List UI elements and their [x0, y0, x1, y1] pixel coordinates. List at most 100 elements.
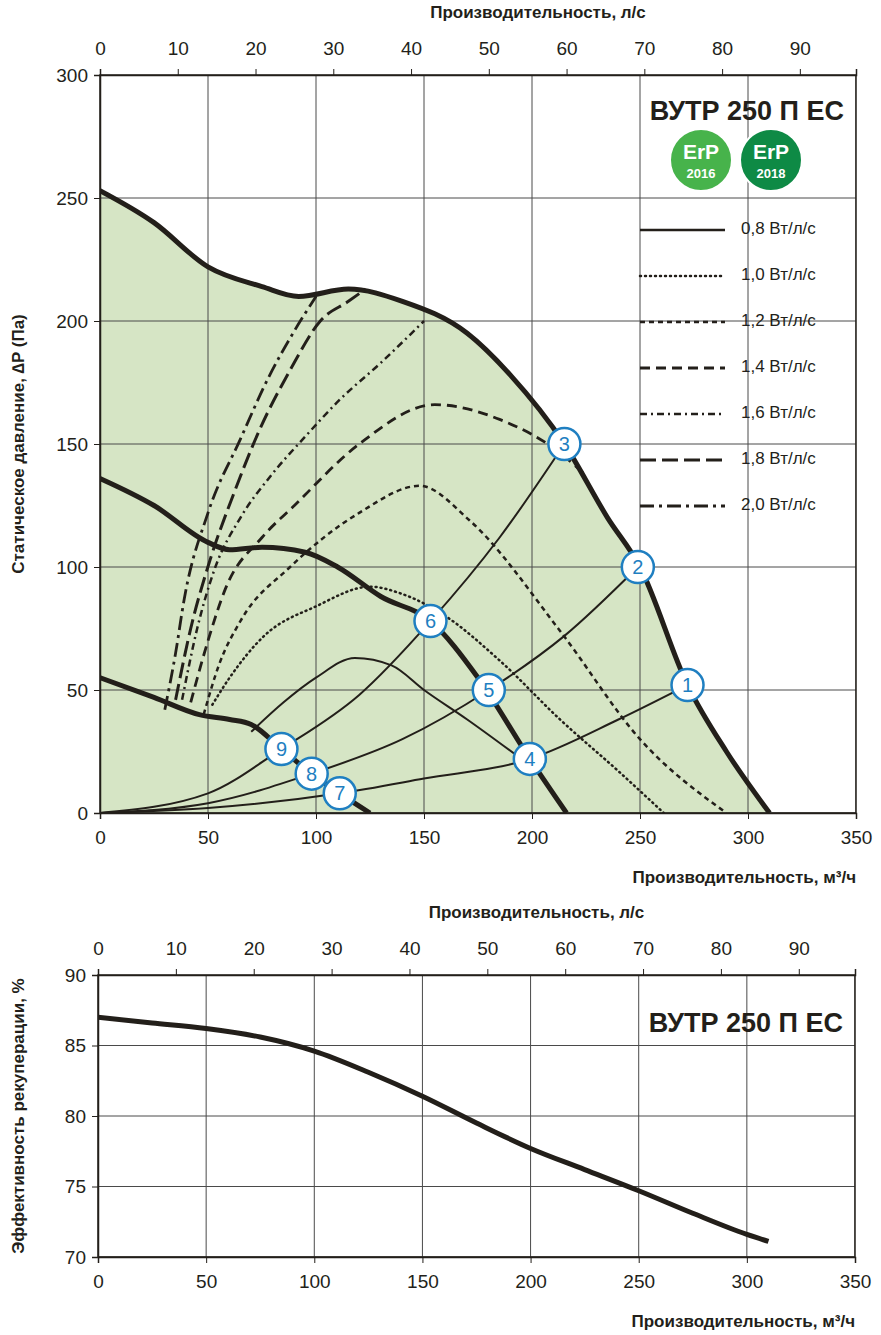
x2-tick: 60	[555, 938, 576, 975]
legend-item: 1,0 Вт/л/с	[640, 265, 816, 284]
x2-tick-mark	[489, 69, 490, 75]
x2-tick-label: 40	[401, 38, 422, 59]
x-axis-line	[101, 814, 857, 820]
legend-swatch	[640, 229, 725, 232]
chart-title: ВУТР 250 П ЕС	[650, 96, 844, 126]
y-tick-mark	[92, 975, 98, 976]
y-tick-label: 80	[65, 1106, 86, 1127]
operating-point: 4	[514, 743, 546, 775]
plot-background	[100, 75, 856, 813]
x-tick-label: 350	[841, 827, 873, 848]
y-axis-line	[92, 976, 99, 1258]
x-tick: 100	[299, 1257, 331, 1292]
y-tick-mark	[94, 690, 100, 691]
x2-tick: 50	[479, 38, 500, 75]
chart: 0501001502002503003500501001502002503000…	[9, 3, 872, 887]
x2-tick: 40	[399, 938, 420, 975]
plot-marks	[98, 975, 855, 1257]
series-line	[176, 289, 366, 700]
x-tick-mark	[208, 813, 209, 819]
plot-marks	[100, 75, 856, 813]
x-tick-mark	[855, 1257, 856, 1263]
x2-tick-mark	[411, 69, 412, 75]
x2-tick-mark	[176, 969, 177, 975]
y-tick-label: 85	[65, 1035, 86, 1056]
x-tick-label: 0	[93, 1271, 104, 1292]
y-tick-mark	[94, 444, 100, 445]
x2-tick-mark	[409, 969, 410, 975]
x2-tick-mark	[98, 969, 99, 975]
x-tick-label: 200	[517, 827, 549, 848]
x2-tick-label: 20	[244, 938, 265, 959]
x2-tick-label: 60	[555, 938, 576, 959]
x2-tick-label: 60	[557, 38, 578, 59]
x-tick-label: 250	[623, 1271, 655, 1292]
legend-swatch	[640, 459, 725, 462]
x-tick: 250	[625, 813, 657, 848]
x-tick-label: 100	[299, 1271, 331, 1292]
x2-tick-mark	[721, 969, 722, 975]
x2-tick-mark	[643, 969, 644, 975]
x2-axis-title: Производительность, л/с	[429, 903, 645, 922]
legend-item: 1,4 Вт/л/с	[640, 357, 816, 376]
x-tick-label: 350	[840, 1271, 872, 1292]
operating-point-marker	[265, 733, 297, 765]
x2-tick-label: 50	[479, 38, 500, 59]
x-tick: 350	[840, 1257, 872, 1292]
x2-tick-mark	[100, 69, 101, 75]
y-tick: 70	[65, 1247, 98, 1268]
legend-item: 2,0 Вт/л/с	[640, 495, 816, 514]
y-tick-mark	[94, 813, 100, 814]
y-tick-mark	[92, 1116, 98, 1117]
x-tick: 50	[198, 813, 219, 848]
grid-line-y	[100, 198, 856, 199]
x2-tick-label: 80	[711, 938, 732, 959]
series-line	[100, 567, 638, 813]
y-tick: 250	[56, 188, 100, 209]
legend-label: 1,6 Вт/л/с	[741, 403, 816, 422]
x2-axis: 0102030405060708090	[93, 938, 855, 976]
plot-frame	[98, 975, 855, 1257]
badge-year: 2016	[687, 166, 716, 181]
x2-tick-label: 70	[634, 38, 655, 59]
y-tick-mark	[94, 198, 100, 199]
y-tick-label: 200	[56, 311, 88, 332]
x-tick-label: 300	[732, 1271, 764, 1292]
x2-tick-mark	[800, 69, 801, 75]
series-line	[100, 685, 688, 813]
x2-tick: 20	[244, 938, 265, 975]
y-tick: 80	[65, 1106, 98, 1127]
legend-swatch	[640, 505, 725, 508]
operating-point-marker	[296, 758, 328, 790]
grid-line-y	[100, 444, 856, 445]
x2-tick: 80	[712, 38, 733, 75]
x2-tick-label: 70	[633, 938, 654, 959]
operating-point-label: 6	[425, 610, 436, 632]
x2-tick-label: 0	[93, 938, 104, 959]
legend-label: 1,8 Вт/л/с	[741, 449, 816, 468]
y-tick: 50	[67, 680, 100, 701]
operating-point-marker	[324, 777, 356, 809]
operating-point-label: 5	[483, 679, 494, 701]
operating-point-marker	[622, 551, 654, 583]
x2-tick-mark	[178, 69, 179, 75]
badge-label: ErP	[753, 140, 789, 163]
annotations: 123456789	[265, 428, 703, 809]
operating-point-label: 2	[632, 556, 643, 578]
grid-line-y	[98, 1186, 855, 1187]
x2-tick-label: 30	[322, 938, 343, 959]
page-canvas: 0501001502002503003500501001502002503000…	[0, 0, 881, 1335]
badge-label: ErP	[683, 140, 719, 163]
series-line	[212, 587, 663, 813]
badge-circle	[670, 129, 732, 191]
series-line	[204, 486, 727, 813]
x-tick: 150	[409, 813, 441, 848]
legend-swatch	[640, 275, 725, 278]
series-line	[100, 191, 770, 813]
x2-tick: 40	[401, 38, 422, 75]
x2-tick-mark	[722, 69, 723, 75]
x2-tick: 10	[166, 938, 187, 975]
y-tick-label: 300	[56, 65, 88, 86]
area-fill	[100, 191, 770, 813]
badge-circle	[740, 129, 802, 191]
